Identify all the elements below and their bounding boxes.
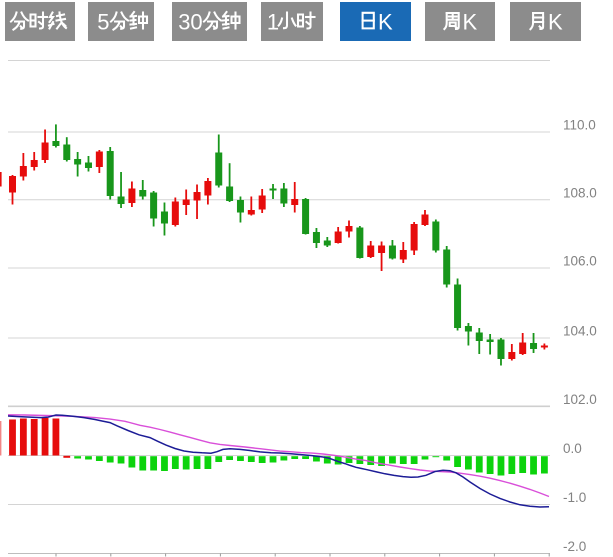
- svg-text:K: K: [463, 10, 478, 35]
- svg-text:K: K: [378, 10, 393, 35]
- svg-text:30: 30: [178, 10, 202, 35]
- svg-text:104.0: 104.0: [563, 324, 597, 339]
- svg-text:-1.0: -1.0: [563, 490, 586, 505]
- svg-text:K: K: [548, 10, 563, 35]
- svg-text:110.0: 110.0: [563, 118, 596, 133]
- svg-text:5: 5: [97, 10, 109, 35]
- svg-text:1: 1: [267, 10, 279, 35]
- svg-text:106.0: 106.0: [563, 254, 597, 269]
- svg-text:102.0: 102.0: [563, 392, 597, 407]
- svg-text:108.0: 108.0: [563, 185, 597, 200]
- svg-text:-2.0: -2.0: [563, 539, 586, 554]
- svg-text:0.0: 0.0: [563, 441, 582, 456]
